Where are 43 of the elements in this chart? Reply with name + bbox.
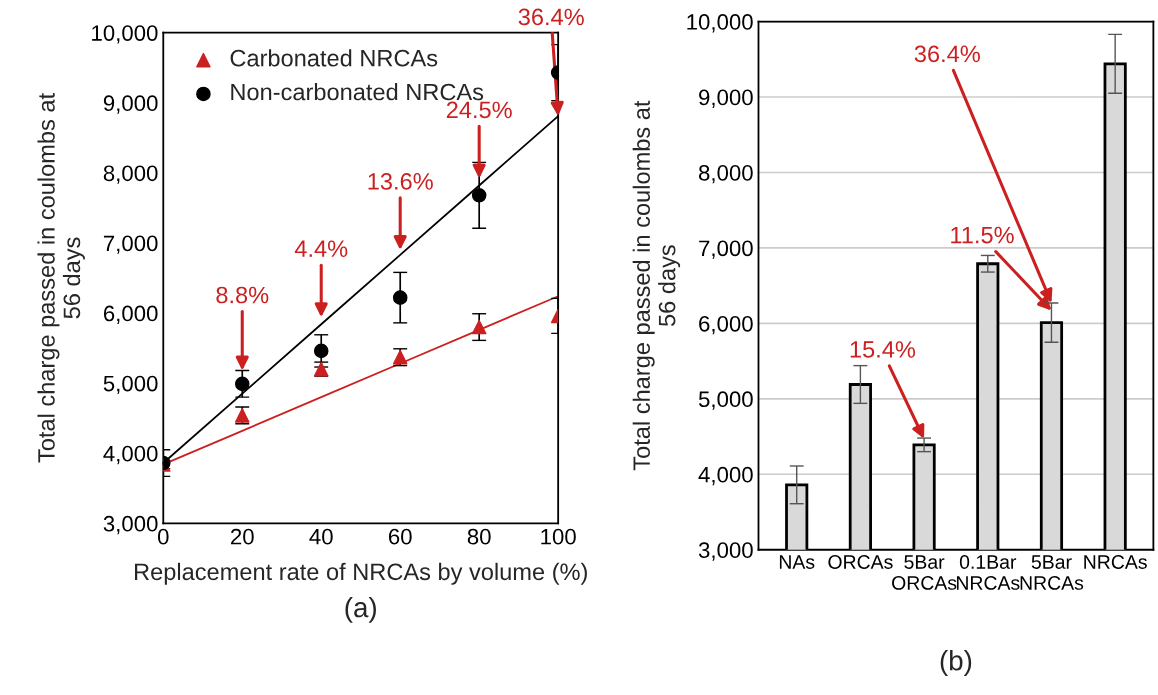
x-tick-label: ORCAs bbox=[828, 555, 893, 569]
annotation: 15.4% bbox=[850, 341, 916, 358]
annotation: 36.4% bbox=[518, 8, 584, 26]
annotation: 11.5% bbox=[951, 226, 1014, 244]
x-tick-label: 5Bar ORCAs bbox=[892, 555, 957, 590]
x-tick-label: 20 bbox=[231, 528, 254, 545]
annotation: 8.8% bbox=[216, 286, 269, 304]
y-tick-label: 3,000 bbox=[103, 515, 158, 535]
y-tick-label: 10,000 bbox=[92, 25, 158, 44]
x-tick-label: 40 bbox=[309, 528, 333, 545]
x-tick-label: 100 bbox=[541, 528, 576, 545]
text: (b) bbox=[940, 650, 972, 676]
y-tick-label: 9,000 bbox=[103, 95, 158, 114]
x-tick-label: NRCAs bbox=[1084, 555, 1147, 569]
y-tick-label: 8,000 bbox=[103, 165, 158, 184]
x-tick-label: 60 bbox=[388, 528, 412, 545]
y-tick-label: 7,000 bbox=[103, 235, 158, 254]
x-tick-label: 0.1Bar NRCAs bbox=[956, 555, 1020, 590]
annotation: 24.5% bbox=[446, 101, 512, 119]
y-tick-label: 3,000 bbox=[698, 542, 753, 561]
annotation: 36.4% bbox=[914, 45, 980, 63]
x-axis-title: Replacement rate of NRCAs by volume (%) bbox=[135, 562, 587, 585]
text: (a) bbox=[345, 596, 376, 623]
x-tick-label: NAs bbox=[779, 555, 815, 569]
x-tick-label: 80 bbox=[467, 528, 491, 545]
y-tick-label: 6,000 bbox=[103, 305, 158, 324]
y-tick-label: 5,000 bbox=[103, 375, 158, 395]
legend-label: Carbonated NRCAs bbox=[230, 49, 438, 67]
y-tick-label: 9,000 bbox=[699, 89, 753, 108]
x-tick-label: 0 bbox=[157, 528, 169, 545]
y-tick-label: 4,000 bbox=[698, 466, 753, 486]
annotation: 13.6% bbox=[368, 173, 433, 190]
y-tick-label: 5,000 bbox=[698, 391, 753, 410]
y-tick-label: 4,000 bbox=[103, 445, 158, 465]
y-tick-label: 6,000 bbox=[699, 315, 753, 335]
annotation: 4.4% bbox=[294, 240, 348, 257]
legend-label: Non-carbonated NRCAs bbox=[231, 83, 484, 101]
x-tick-label: 5Bar NRCAs bbox=[1020, 555, 1084, 590]
y-tick-label: 8,000 bbox=[698, 164, 753, 184]
y-axis-title: Total charge passed in coulombs at 56 days bbox=[632, 100, 681, 471]
y-axis-title: Total charge passed in coulombs at 56 days bbox=[37, 93, 85, 463]
y-tick-label: 10,000 bbox=[687, 14, 753, 33]
y-tick-label: 7,000 bbox=[699, 240, 753, 259]
